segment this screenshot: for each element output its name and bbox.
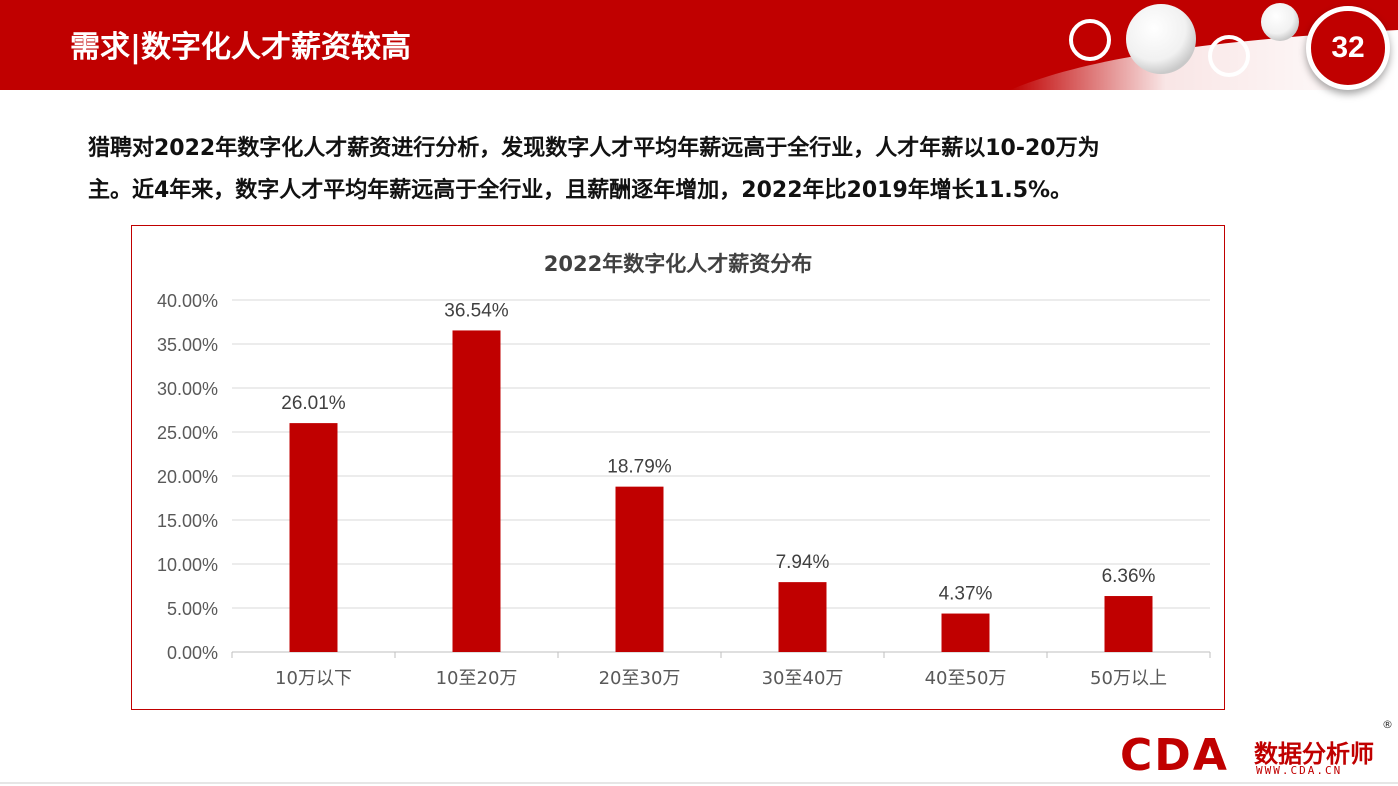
chart-frame: 2022年数字化人才薪资分布 0.00% 5.00% 10.00% 15.00% 20.… (131, 225, 1225, 710)
x-tick-label: 50万以上 (1090, 668, 1167, 689)
page-title: 需求|数字化人才薪资较高 (70, 30, 411, 65)
registered-icon: ® (1382, 718, 1393, 731)
intro-paragraph: 猎聘对2022年数字化人才薪资进行分析，发现数字人才平均年薪远高于全行业，人才年… (88, 128, 1298, 212)
logo-url: WWW.CDA.CN (1256, 764, 1343, 777)
y-tick-label: 20.00% (157, 467, 218, 487)
y-tick-label: 0.00% (167, 643, 218, 663)
y-tick-label: 15.00% (157, 511, 218, 531)
bar (941, 613, 990, 652)
intro-line-1: 猎聘对2022年数字化人才薪资进行分析，发现数字人才平均年薪远高于全行业，人才年… (88, 136, 1100, 161)
x-tick-label: 30至40万 (762, 668, 844, 689)
data-label: 26.01% (281, 393, 346, 414)
y-tick-label: 40.00% (157, 291, 218, 311)
y-tick-label: 25.00% (157, 423, 218, 443)
x-tick-label: 10万以下 (275, 668, 352, 689)
bar (452, 330, 501, 652)
page-number-badge: 32 (1306, 6, 1390, 90)
cda-logo: CDA 数据分析师 WWW.CDA.CN ® (1120, 718, 1393, 781)
y-tick-label: 5.00% (167, 599, 218, 619)
x-tick-label: 40至50万 (925, 668, 1007, 689)
data-label: 7.94% (776, 552, 830, 573)
y-tick-label: 10.00% (157, 555, 218, 575)
bar (615, 486, 664, 652)
bar (1104, 596, 1153, 652)
y-tick-label: 30.00% (157, 379, 218, 399)
bar (289, 423, 338, 652)
data-label: 6.36% (1102, 566, 1156, 587)
x-tick-label: 10至20万 (436, 668, 518, 689)
data-label: 36.54% (444, 300, 509, 321)
intro-line-2: 主。近4年来，数字人才平均年薪远高于全行业，且薪酬逐年增加，2022年比2019… (88, 178, 1073, 203)
chart-title: 2022年数字化人才薪资分布 (543, 252, 813, 276)
logo-name: 数据分析师 (1254, 740, 1374, 768)
data-label: 4.37% (939, 584, 993, 605)
bar (778, 582, 827, 652)
bar-chart: 0.00% 5.00% 10.00% 15.00% 20.00% 25.00% 30.00%… (157, 291, 1211, 689)
x-tick-label: 20至30万 (599, 668, 681, 689)
logo-brand: CDA (1120, 730, 1229, 781)
bottom-divider (0, 782, 1398, 784)
y-tick-label: 35.00% (157, 335, 218, 355)
data-label: 18.79% (607, 457, 672, 478)
